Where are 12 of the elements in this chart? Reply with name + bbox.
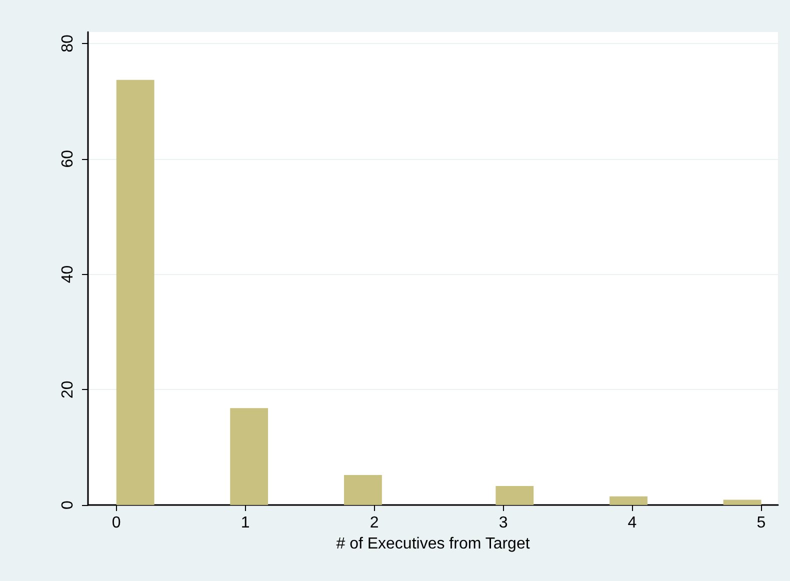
x-axis-title: # of Executives from Target	[336, 535, 530, 552]
y-tick-label: 40	[60, 265, 76, 284]
y-tick-label: 0	[60, 500, 76, 510]
x-tick-label: 1	[240, 514, 250, 532]
y-tick-label: 60	[60, 150, 76, 168]
x-tick-label: 4	[628, 514, 637, 532]
x-tick-label: 2	[370, 514, 379, 532]
x-tick-label: 0	[112, 514, 121, 532]
y-tick-label: 80	[60, 34, 76, 52]
x-tick-label: 5	[756, 514, 766, 532]
y-tick-label: 20	[60, 380, 76, 399]
x-tick-label: 3	[498, 514, 508, 532]
